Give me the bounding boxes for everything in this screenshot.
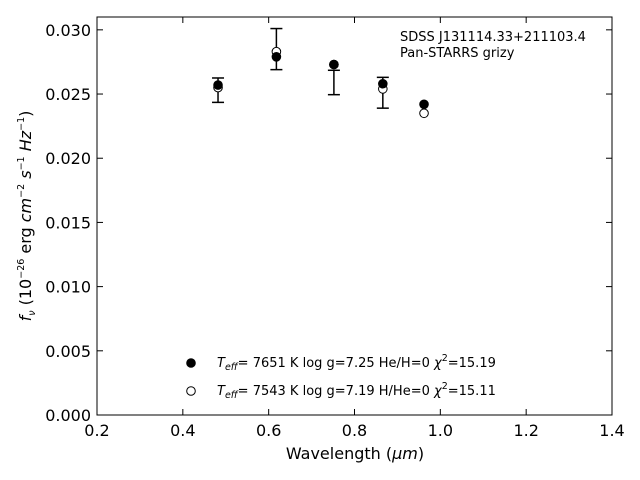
annotation-object-name: SDSS J131114.33+211103.4 [400,30,586,45]
legend-marker-filled [186,358,196,368]
x-axis-ticks: 0.2 0.4 0.6 0.8 1.0 1.2 1.4 [84,17,625,440]
error-bar [327,69,340,96]
x-tick-label: 1.0 [428,421,453,440]
y-tick-label: 0.005 [45,342,91,361]
legend-marker-open [186,386,196,396]
x-tick-label: 1.4 [599,421,624,440]
y-tick-label: 0.015 [45,213,91,232]
y-tick-label: 0.000 [45,406,91,425]
x-tick-label: 0.8 [342,421,367,440]
y-axis-ticks: 0.000 0.005 0.010 0.015 0.020 0.025 0.030 [45,21,612,425]
point-filled [378,78,388,89]
point-filled [213,80,223,90]
legend-entry-1: Teff= 7651 K log g=7.25 He/H=0 χ2=15.19 [217,353,496,373]
annotation-survey: Pan-STARRS grizy [400,46,515,61]
y-axis-label: fν (10−26 erg cm−2 s−1 Hz−1) [16,111,38,322]
y-tick-label: 0.020 [45,149,91,168]
point-filled [271,52,282,62]
legend: Teff= 7651 K log g=7.25 He/H=0 χ2=15.19 … [186,353,496,401]
y-tick-label: 0.025 [45,85,91,104]
point-filled [419,99,429,110]
y-tick-label: 0.030 [45,21,91,40]
x-tick-label: 0.4 [170,421,195,440]
legend-entry-2: Teff= 7543 K log g=7.19 H/He=0 χ2=15.11 [217,381,496,401]
x-axis-label: Wavelength (μm) [286,444,424,463]
point-open [419,108,429,119]
plot-area [96,16,613,416]
data-points [213,46,429,119]
point-filled [329,59,339,70]
x-tick-label: 1.2 [513,421,538,440]
x-tick-label: 0.2 [84,421,109,440]
y-tick-label: 0.010 [45,278,91,297]
x-tick-label: 0.6 [256,421,281,440]
